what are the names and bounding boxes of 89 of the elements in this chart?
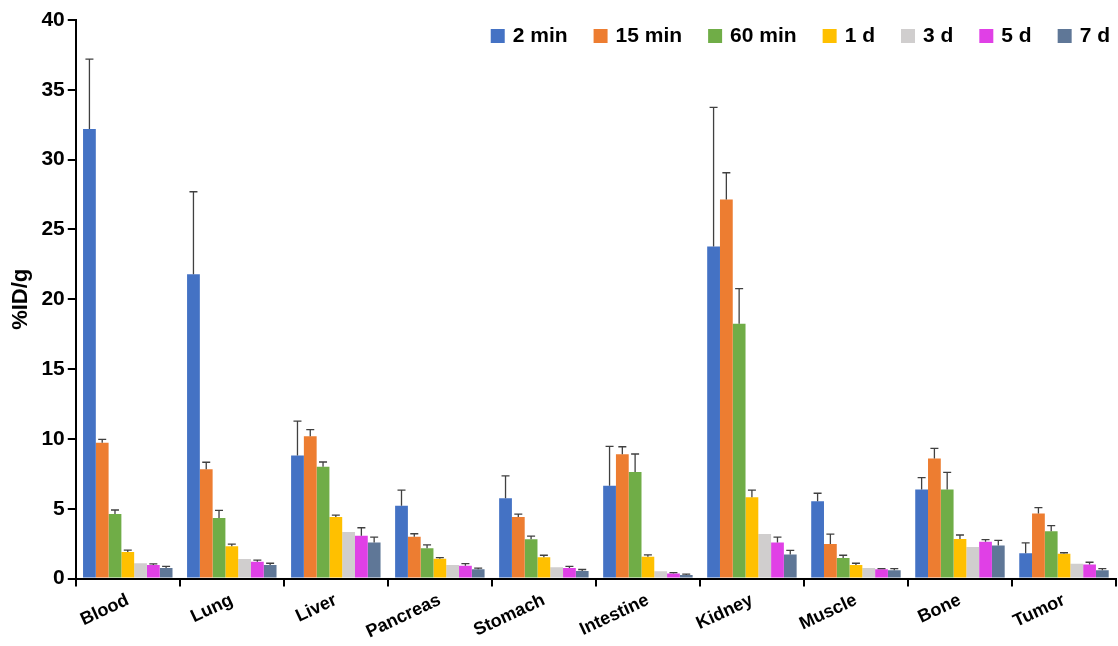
legend-label: 15 min bbox=[615, 22, 683, 46]
y-tick-label: 25 bbox=[41, 216, 66, 240]
bar bbox=[654, 571, 668, 578]
bar bbox=[862, 568, 876, 578]
bar bbox=[1032, 513, 1045, 578]
bar bbox=[420, 548, 434, 578]
bar bbox=[575, 570, 589, 578]
bar bbox=[499, 498, 512, 578]
bar bbox=[928, 458, 941, 578]
bar bbox=[159, 568, 173, 578]
bar bbox=[212, 517, 226, 578]
bar bbox=[342, 531, 355, 578]
bar bbox=[459, 565, 472, 578]
bar bbox=[875, 569, 888, 578]
y-tick-label: 0 bbox=[53, 565, 65, 589]
bar bbox=[238, 559, 251, 578]
bar bbox=[823, 544, 837, 578]
bar bbox=[395, 505, 408, 578]
bar bbox=[187, 274, 200, 578]
bar bbox=[887, 570, 901, 578]
y-tick-label: 30 bbox=[41, 146, 65, 170]
x-tick-label: Liver bbox=[292, 589, 340, 626]
bar bbox=[732, 323, 746, 578]
bar bbox=[537, 557, 551, 578]
bar bbox=[367, 542, 381, 578]
bar bbox=[1057, 553, 1071, 578]
bar bbox=[433, 558, 447, 578]
y-tick-label: 10 bbox=[41, 425, 65, 449]
bar bbox=[966, 546, 980, 578]
y-tick-label: 5 bbox=[53, 495, 66, 519]
bar bbox=[1095, 570, 1109, 578]
bar bbox=[250, 561, 264, 578]
bar bbox=[263, 565, 277, 578]
bar bbox=[771, 542, 784, 578]
bar bbox=[719, 199, 733, 578]
bar bbox=[95, 442, 109, 578]
bar bbox=[953, 538, 967, 578]
x-tick-label: Tumor bbox=[1009, 589, 1068, 631]
bar bbox=[303, 436, 317, 578]
bar bbox=[745, 497, 759, 578]
bar bbox=[471, 569, 485, 578]
bar bbox=[550, 567, 564, 578]
bar bbox=[758, 534, 772, 578]
legend-label: 3 d bbox=[922, 22, 954, 46]
y-tick-label: 20 bbox=[41, 286, 65, 310]
bar bbox=[707, 246, 720, 578]
bar bbox=[563, 568, 576, 578]
bar bbox=[1019, 553, 1033, 578]
bar bbox=[524, 539, 538, 578]
bar bbox=[199, 469, 213, 578]
bar bbox=[446, 565, 460, 578]
y-axis-title: %ID/g bbox=[7, 268, 33, 330]
bar bbox=[134, 563, 147, 578]
legend-label: 60 min bbox=[730, 22, 797, 46]
bar bbox=[1070, 563, 1084, 578]
bar bbox=[291, 455, 304, 578]
bar bbox=[991, 545, 1005, 578]
legend-label: 7 d bbox=[1079, 22, 1110, 46]
bar bbox=[836, 558, 850, 578]
bar bbox=[354, 535, 368, 578]
legend-label: 2 min bbox=[512, 22, 568, 46]
bar bbox=[641, 556, 655, 578]
bar bbox=[407, 536, 421, 578]
bar bbox=[225, 546, 239, 578]
y-tick-label: 15 bbox=[41, 355, 66, 379]
bar bbox=[783, 554, 797, 578]
bar bbox=[511, 517, 525, 578]
bar bbox=[316, 466, 330, 578]
bar bbox=[615, 454, 629, 578]
legend-label: 1 d bbox=[844, 22, 875, 46]
bar bbox=[603, 485, 616, 578]
bar bbox=[979, 541, 992, 578]
x-tick-label: Bone bbox=[914, 589, 964, 627]
x-tick-label: Lung bbox=[187, 589, 236, 627]
bar bbox=[108, 513, 122, 578]
legend-label: 5 d bbox=[1001, 22, 1032, 46]
bar bbox=[1044, 531, 1058, 578]
bar bbox=[628, 472, 642, 578]
bar bbox=[811, 501, 824, 578]
bar bbox=[121, 552, 135, 578]
bar bbox=[146, 565, 160, 578]
bar bbox=[849, 565, 863, 578]
bar bbox=[915, 489, 929, 578]
bar bbox=[329, 517, 343, 578]
bar bbox=[940, 489, 954, 578]
bar bbox=[1083, 564, 1096, 578]
y-tick-label: 35 bbox=[41, 76, 66, 100]
bar bbox=[83, 128, 96, 578]
y-tick-label: 40 bbox=[41, 6, 65, 30]
